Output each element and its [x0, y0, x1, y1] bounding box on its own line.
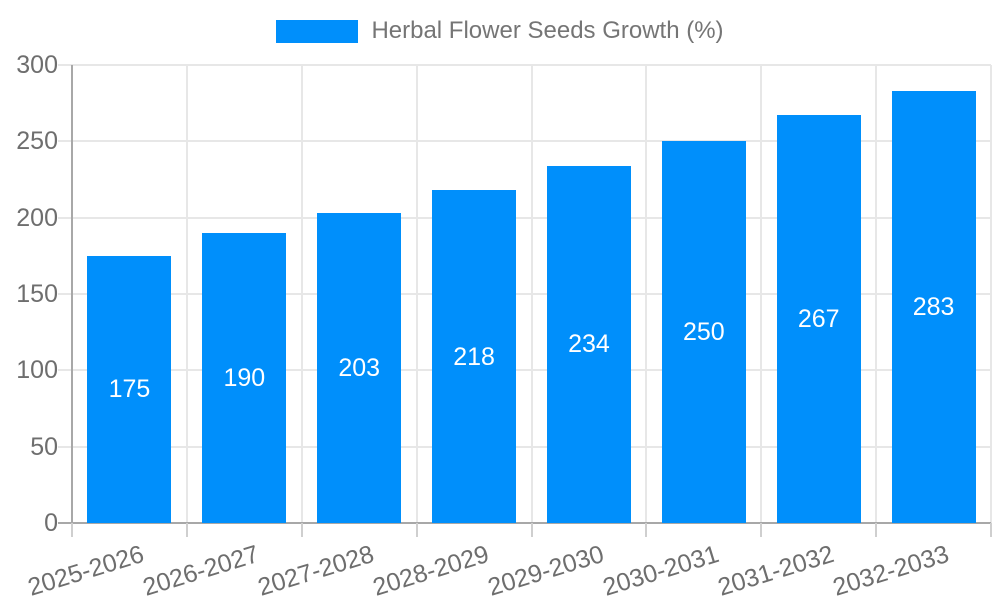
- x-axis-tick: [645, 523, 648, 537]
- y-axis-label: 250: [16, 127, 58, 156]
- bar[interactable]: [432, 190, 517, 523]
- y-axis-label: 150: [16, 280, 58, 308]
- plot-area: 175 190 203 218 234 250 267 283: [58, 64, 992, 537]
- y-axis-label: 200: [16, 203, 58, 232]
- x-gridline: [875, 65, 878, 523]
- x-gridline: [645, 65, 648, 523]
- y-axis-label: 300: [16, 51, 58, 79]
- y-gridline: [58, 293, 991, 295]
- x-axis-tick: [875, 523, 878, 537]
- x-gridline: [185, 65, 188, 523]
- legend-label: Herbal Flower Seeds Growth (%): [371, 17, 724, 44]
- x-axis-tick: [71, 523, 73, 537]
- bar[interactable]: [891, 90, 976, 523]
- y-gridline: [58, 216, 991, 219]
- bar[interactable]: [546, 165, 631, 523]
- bar[interactable]: [661, 141, 746, 523]
- x-axis-tick: [530, 523, 533, 537]
- legend-swatch-icon: [276, 19, 359, 43]
- y-gridline: [58, 445, 991, 448]
- y-axis-line: [71, 65, 73, 537]
- y-axis-label: 0: [44, 509, 58, 537]
- bar[interactable]: [317, 213, 402, 523]
- x-gridline: [300, 65, 303, 523]
- y-gridline: [58, 140, 991, 143]
- x-axis-tick: [300, 523, 303, 537]
- x-axis-tick: [990, 523, 992, 537]
- bar[interactable]: [202, 232, 287, 523]
- x-axis-tick: [185, 523, 188, 537]
- x-gridline: [990, 65, 992, 523]
- y-gridline: [58, 369, 991, 372]
- x-axis-tick: [760, 523, 763, 537]
- x-gridline: [760, 65, 763, 523]
- y-gridline: [58, 64, 991, 66]
- legend[interactable]: Herbal Flower Seeds Growth (%): [0, 17, 1000, 45]
- y-axis-label: 50: [30, 432, 58, 461]
- x-gridline: [415, 65, 418, 523]
- x-gridline: [530, 65, 533, 523]
- x-axis-line: [58, 522, 991, 524]
- bar[interactable]: [776, 115, 861, 523]
- x-axis-tick: [415, 523, 418, 537]
- bar[interactable]: [87, 255, 172, 523]
- y-axis-label: 100: [16, 356, 58, 385]
